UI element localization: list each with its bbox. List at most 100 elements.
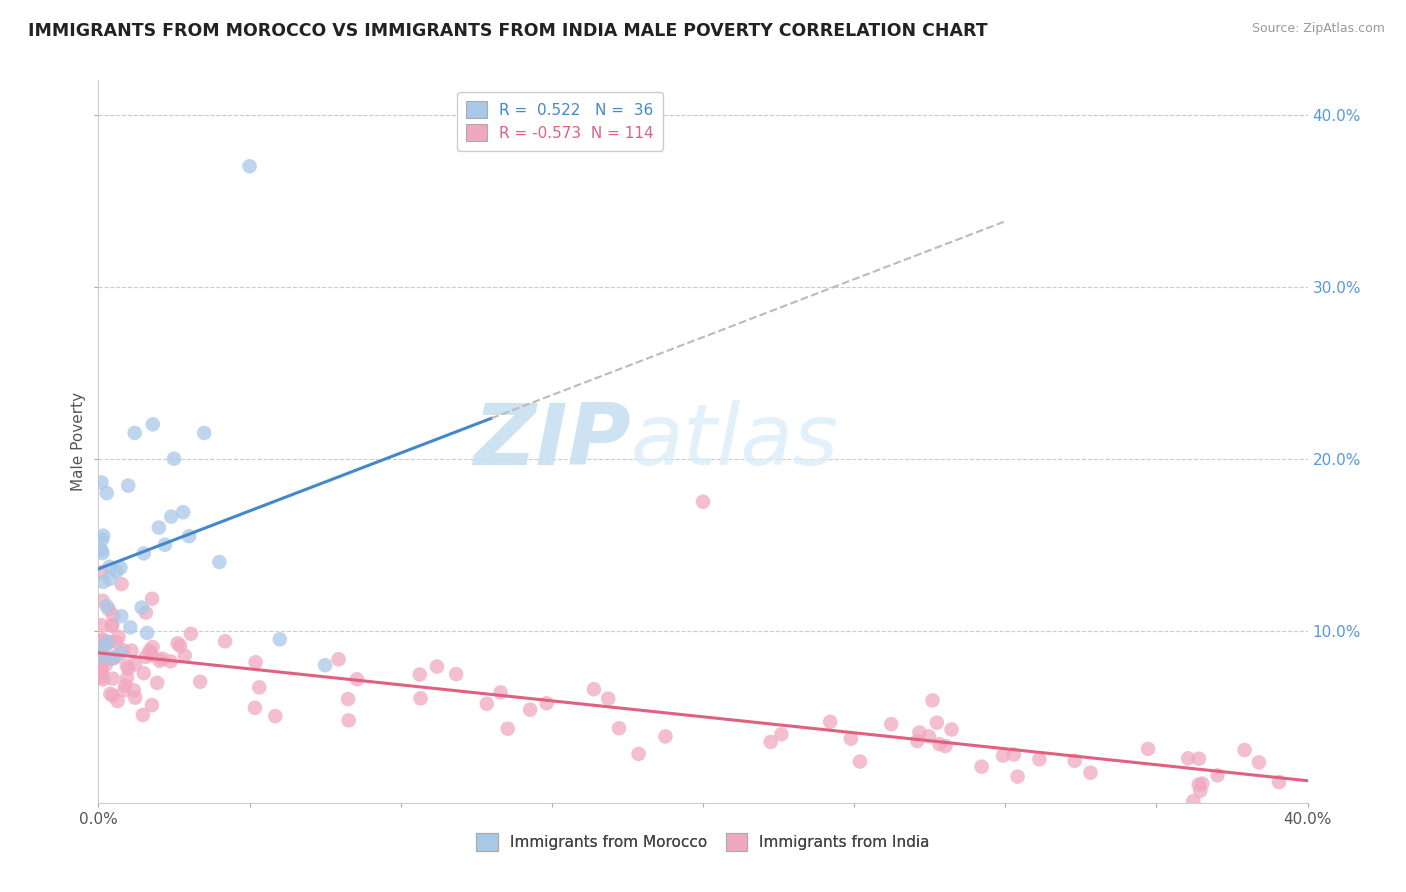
- Point: [1028, 752, 1050, 766]
- Point: [149, 654, 172, 668]
- Point: [918, 730, 941, 744]
- Point: [136, 626, 159, 640]
- Point: [146, 676, 169, 690]
- Point: [101, 651, 124, 665]
- Point: [98, 572, 121, 586]
- Point: [163, 451, 186, 466]
- Point: [96, 635, 118, 649]
- Point: [179, 529, 201, 543]
- Point: [759, 735, 782, 749]
- Point: [152, 652, 174, 666]
- Point: [692, 494, 714, 508]
- Point: [1233, 743, 1256, 757]
- Point: [247, 681, 270, 695]
- Point: [928, 737, 950, 751]
- Point: [142, 417, 165, 432]
- Point: [337, 714, 360, 728]
- Point: [153, 538, 176, 552]
- Point: [839, 731, 862, 746]
- Point: [188, 674, 211, 689]
- Point: [101, 672, 124, 686]
- Point: [103, 651, 125, 665]
- Point: [107, 694, 129, 708]
- Point: [444, 667, 467, 681]
- Point: [91, 529, 114, 543]
- Y-axis label: Male Poverty: Male Poverty: [70, 392, 86, 491]
- Point: [96, 652, 118, 666]
- Point: [536, 696, 558, 710]
- Point: [90, 665, 112, 680]
- Point: [1188, 778, 1211, 792]
- Point: [166, 636, 188, 650]
- Legend: Immigrants from Morocco, Immigrants from India: Immigrants from Morocco, Immigrants from…: [467, 824, 939, 860]
- Point: [115, 658, 138, 673]
- Point: [105, 635, 128, 649]
- Point: [880, 717, 903, 731]
- Point: [112, 683, 135, 698]
- Point: [148, 520, 170, 534]
- Point: [114, 678, 136, 692]
- Point: [132, 708, 155, 723]
- Point: [141, 698, 163, 712]
- Point: [489, 685, 512, 699]
- Point: [90, 543, 112, 558]
- Point: [110, 577, 132, 591]
- Point: [921, 693, 943, 707]
- Text: IMMIGRANTS FROM MOROCCO VS IMMIGRANTS FROM INDIA MALE POVERTY CORRELATION CHART: IMMIGRANTS FROM MOROCCO VS IMMIGRANTS FR…: [28, 22, 988, 40]
- Point: [96, 599, 118, 614]
- Point: [124, 425, 146, 440]
- Point: [934, 739, 956, 753]
- Point: [264, 709, 287, 723]
- Point: [214, 634, 236, 648]
- Point: [122, 683, 145, 698]
- Point: [90, 663, 112, 677]
- Point: [97, 602, 120, 616]
- Point: [120, 620, 142, 634]
- Point: [132, 546, 155, 560]
- Point: [818, 714, 841, 729]
- Point: [1268, 775, 1291, 789]
- Point: [582, 682, 605, 697]
- Point: [93, 640, 115, 654]
- Point: [160, 509, 183, 524]
- Point: [991, 748, 1014, 763]
- Point: [849, 755, 872, 769]
- Point: [90, 565, 112, 579]
- Point: [100, 687, 122, 701]
- Point: [98, 635, 121, 649]
- Point: [101, 619, 124, 633]
- Point: [139, 647, 162, 661]
- Point: [1002, 747, 1025, 762]
- Point: [90, 654, 112, 668]
- Point: [91, 546, 114, 560]
- Point: [138, 644, 160, 658]
- Point: [131, 600, 153, 615]
- Point: [107, 630, 129, 644]
- Point: [908, 725, 931, 739]
- Point: [96, 486, 118, 500]
- Point: [239, 159, 262, 173]
- Point: [115, 671, 138, 685]
- Point: [627, 747, 650, 761]
- Point: [1247, 756, 1270, 770]
- Point: [135, 606, 157, 620]
- Point: [110, 646, 132, 660]
- Point: [91, 673, 114, 687]
- Point: [426, 659, 449, 673]
- Point: [90, 647, 112, 661]
- Point: [141, 648, 163, 663]
- Point: [173, 648, 195, 663]
- Point: [346, 673, 368, 687]
- Point: [103, 649, 125, 664]
- Point: [105, 565, 128, 579]
- Point: [269, 632, 291, 647]
- Point: [91, 593, 114, 607]
- Point: [905, 734, 928, 748]
- Point: [101, 689, 124, 703]
- Point: [607, 721, 630, 735]
- Point: [245, 655, 267, 669]
- Point: [91, 632, 114, 647]
- Point: [1080, 765, 1102, 780]
- Point: [243, 701, 266, 715]
- Text: atlas: atlas: [630, 400, 838, 483]
